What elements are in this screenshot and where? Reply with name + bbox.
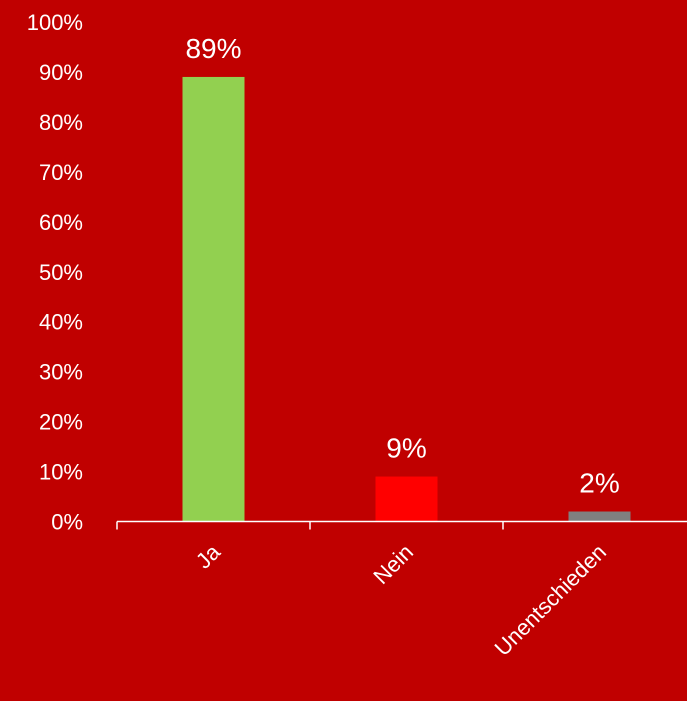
bar-ja	[182, 76, 245, 522]
data-label-nein: 9%	[386, 433, 426, 464]
y-tick-label: 0%	[51, 510, 83, 535]
bars	[182, 76, 631, 522]
category-label-unentschieden: Unentschieden	[490, 539, 611, 660]
y-tick-label: 70%	[39, 160, 83, 185]
y-tick-label: 80%	[39, 110, 83, 135]
y-tick-label: 40%	[39, 310, 83, 335]
category-label-nein: Nein	[368, 539, 418, 589]
y-tick-label: 60%	[39, 210, 83, 235]
data-label-unentschieden: 2%	[579, 468, 619, 499]
bar-nein	[375, 476, 438, 522]
y-tick-label: 50%	[39, 260, 83, 285]
category-label-ja: Ja	[191, 539, 226, 574]
data-labels: 89% 9% 2%	[185, 33, 619, 499]
data-label-ja: 89%	[185, 33, 241, 64]
y-tick-label: 30%	[39, 360, 83, 385]
y-axis-ticks: 0% 10% 20% 30% 40% 50% 60% 70% 80% 90% 100%	[27, 10, 83, 535]
bar-unentschieden	[568, 511, 631, 522]
y-tick-label: 90%	[39, 60, 83, 85]
y-tick-label: 10%	[39, 460, 83, 485]
y-tick-label: 20%	[39, 410, 83, 435]
y-tick-label: 100%	[27, 10, 83, 35]
x-axis-ticks	[116, 521, 504, 530]
category-labels: Ja Nein Unentschieden	[191, 539, 611, 661]
